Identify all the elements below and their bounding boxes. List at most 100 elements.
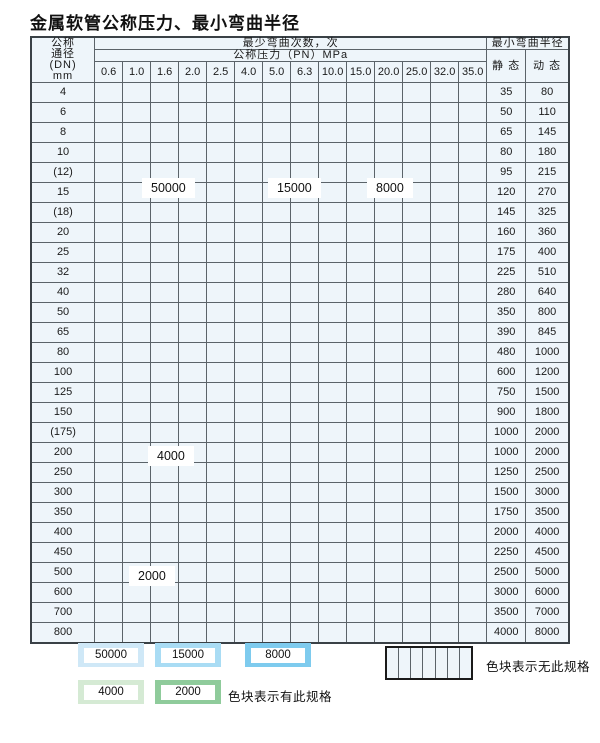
table-row: 250 1250 2500 (30, 462, 570, 483)
spec-cell-filled (178, 262, 208, 283)
spec-cell-filled (122, 202, 152, 223)
spec-cell-filled (206, 122, 236, 143)
hatch-bar (399, 648, 412, 678)
spec-cell-filled (346, 142, 376, 163)
table-row: 20 160 360 (30, 222, 570, 243)
spec-cell-filled (206, 562, 236, 583)
spec-cell-empty (290, 622, 320, 644)
spec-cell-filled (318, 262, 348, 283)
spec-cell-filled (318, 102, 348, 123)
dynamic-radius-cell: 145 (525, 122, 570, 143)
hatch-bar (447, 648, 460, 678)
dn-value-cell: 250 (30, 462, 96, 483)
spec-cell-empty (430, 142, 460, 163)
spec-cell-filled (262, 322, 292, 343)
legend-has-spec-text: 色块表示有此规格 (228, 690, 333, 704)
spec-cell-empty (402, 362, 432, 383)
spec-cell-filled (206, 102, 236, 123)
spec-cell-filled (318, 142, 348, 163)
dn-value-cell: 40 (30, 282, 96, 303)
spec-cell-filled (206, 202, 236, 223)
spec-cell-empty (318, 602, 348, 623)
spec-cell-filled (150, 282, 180, 303)
dn-value-cell: 20 (30, 222, 96, 243)
pressure-col-header: 32.0 (430, 61, 460, 83)
spec-cell-filled (206, 162, 236, 183)
spec-cell-filled (318, 122, 348, 143)
dynamic-radius-cell: 110 (525, 102, 570, 123)
spec-cell-filled (178, 122, 208, 143)
spec-cell-empty (458, 462, 488, 483)
spec-cell-filled (150, 482, 180, 503)
static-radius-cell: 35 (486, 82, 527, 103)
spec-cell-filled (122, 542, 152, 563)
pressure-col-header: 20.0 (374, 61, 404, 83)
dynamic-radius-cell: 325 (525, 202, 570, 223)
spec-cell-empty (458, 542, 488, 563)
dn-value-cell: 80 (30, 342, 96, 363)
spec-cell-empty (458, 322, 488, 343)
spec-cell-filled (150, 262, 180, 283)
spec-cell-filled (262, 202, 292, 223)
spec-cell-empty (290, 502, 320, 523)
spec-cell-empty (374, 342, 404, 363)
spec-cell-empty (262, 382, 292, 403)
spec-cell-empty (374, 462, 404, 483)
table-row: 40 280 640 (30, 282, 570, 303)
table-header: 公称 通径 (DN) mm 最少弯曲次数，次 最小弯曲半径 公称压力（PN）MP… (30, 36, 570, 83)
spec-cell-filled (150, 122, 180, 143)
spec-cell-filled (206, 342, 236, 363)
dn-value-cell: 700 (30, 602, 96, 623)
spec-cell-filled (206, 302, 236, 323)
dn-value-cell: 8 (30, 122, 96, 143)
table-row: (175) 1000 2000 (30, 422, 570, 443)
static-radius-cell: 80 (486, 142, 527, 163)
spec-cell-filled (374, 202, 404, 223)
spec-cell-filled (178, 522, 208, 543)
spec-cell-filled (458, 82, 488, 103)
spec-cell-empty (234, 582, 264, 603)
spec-cell-filled (290, 282, 320, 303)
table-row: 32 225 510 (30, 262, 570, 283)
pressure-col-header: 6.3 (290, 61, 320, 83)
spec-cell-empty (290, 362, 320, 383)
spec-cell-filled (94, 182, 124, 203)
header-row-mid: 公称压力（PN）MPa 静 态 动 态 (31, 49, 570, 83)
spec-cell-empty (262, 562, 292, 583)
spec-cell-filled (346, 262, 376, 283)
spec-cell-empty (318, 442, 348, 463)
spec-cell-filled (402, 82, 432, 103)
dynamic-radius-cell: 2000 (525, 442, 570, 463)
static-radius-cell: 1500 (486, 482, 527, 503)
dn-header-line-2: 通径 (51, 48, 76, 60)
spec-cell-empty (318, 462, 348, 483)
legend-swatch: 4000 (78, 680, 144, 704)
static-radius-cell: 2000 (486, 522, 527, 543)
hatch-bar (387, 648, 400, 678)
spec-cell-filled (262, 122, 292, 143)
spec-cell-filled (94, 102, 124, 123)
dynamic-radius-cell: 3500 (525, 502, 570, 523)
spec-cell-empty (374, 482, 404, 503)
spec-cell-empty (346, 282, 376, 303)
spec-cell-empty (374, 362, 404, 383)
spec-cell-filled (122, 442, 152, 463)
spec-cell-empty (262, 542, 292, 563)
spec-cell-empty (374, 522, 404, 543)
spec-cell-filled (290, 262, 320, 283)
spec-cell-empty (430, 482, 460, 503)
legend-swatch-label: 8000 (251, 647, 305, 663)
spec-cell-empty (318, 482, 348, 503)
spec-cell-filled (374, 142, 404, 163)
dynamic-radius-cell: 80 (525, 82, 570, 103)
spec-cell-empty (430, 422, 460, 443)
spec-cell-filled (206, 482, 236, 503)
spec-cell-filled (290, 122, 320, 143)
spec-cell-empty (346, 522, 376, 543)
spec-cell-empty (346, 302, 376, 323)
table-row: (12) 95 215 (30, 162, 570, 183)
spec-cell-filled (402, 162, 432, 183)
spec-cell-empty (430, 382, 460, 403)
spec-cell-filled (150, 622, 180, 644)
spec-cell-empty (402, 542, 432, 563)
